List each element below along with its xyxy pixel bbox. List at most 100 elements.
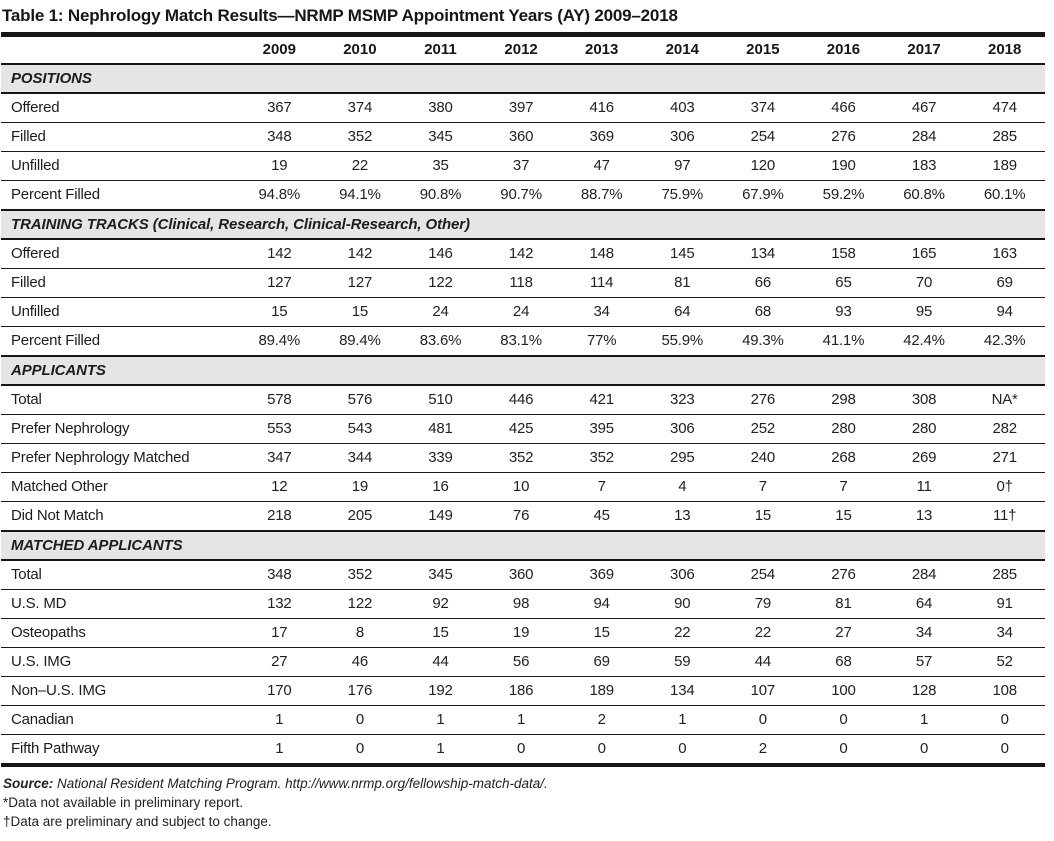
data-cell-2009: 553 — [239, 414, 320, 444]
data-cell-2018: NA* — [964, 384, 1045, 415]
data-cell-2009: 142 — [239, 238, 320, 269]
data-cell-2014: 81 — [641, 268, 723, 298]
data-cell-2014: 306 — [641, 559, 723, 590]
data-cell-2017: 60.8% — [883, 180, 965, 210]
data-cell-2011: 149 — [400, 501, 481, 531]
row-label: Percent Filled — [1, 180, 239, 210]
data-cell-2017: 467 — [883, 92, 965, 123]
data-cell-2012: 83.1% — [480, 326, 562, 356]
data-cell-2010: 89.4% — [319, 326, 401, 356]
data-cell-2014: 295 — [641, 443, 723, 473]
data-cell-2013: 352 — [561, 443, 642, 473]
table-row: Total 578 576 510 446 421 323 276 298 308 NA* — [1, 384, 1045, 415]
data-cell-2014: 97 — [641, 151, 723, 181]
data-cell-2009: 89.4% — [239, 326, 320, 356]
table-row: Unfilled 15 15 24 24 34 64 68 93 95 94 — [1, 297, 1045, 327]
data-cell-2012: 10 — [480, 472, 562, 502]
row-label: Canadian — [1, 705, 239, 735]
data-cell-2014: 59 — [641, 647, 723, 677]
data-cell-2014: 1 — [641, 705, 723, 735]
data-cell-2012: 397 — [480, 92, 562, 123]
data-cell-2016: 100 — [803, 676, 884, 706]
data-cell-2016: 268 — [803, 443, 884, 473]
data-cell-2014: 90 — [641, 589, 723, 619]
source-label: Source: — [3, 776, 54, 791]
data-cell-2010: 374 — [319, 92, 401, 123]
data-cell-2014: 22 — [641, 618, 723, 648]
data-cell-2010: 15 — [319, 297, 401, 327]
source-text: National Resident Matching Program. http… — [53, 776, 548, 791]
data-cell-2016: 466 — [803, 92, 884, 123]
data-cell-2016: 158 — [803, 238, 884, 269]
data-cell-2011: 90.8% — [400, 180, 481, 210]
data-cell-2011: 92 — [400, 589, 481, 619]
section-header-label: MATCHED APPLICANTS — [1, 530, 1045, 561]
data-cell-2012: 360 — [480, 559, 562, 590]
data-cell-2011: 24 — [400, 297, 481, 327]
data-cell-2013: 369 — [561, 559, 642, 590]
data-cell-2016: 298 — [803, 384, 884, 415]
data-cell-2016: 59.2% — [803, 180, 884, 210]
data-cell-2010: 0 — [319, 734, 401, 765]
table-row: Matched Other 12 19 16 10 7 4 7 7 11 0† — [1, 472, 1045, 502]
year-header-2013: 2013 — [561, 34, 642, 65]
year-header-2010: 2010 — [319, 34, 401, 65]
data-cell-2015: 68 — [722, 297, 804, 327]
year-header-2012: 2012 — [480, 34, 562, 65]
data-cell-2009: 348 — [239, 559, 320, 590]
data-cell-2017: 11 — [883, 472, 965, 502]
table-row: Offered 367 374 380 397 416 403 374 466 467 474 — [1, 92, 1045, 123]
data-cell-2011: 192 — [400, 676, 481, 706]
data-cell-2015: 254 — [722, 559, 804, 590]
data-cell-2011: 345 — [400, 559, 481, 590]
data-cell-2010: 142 — [319, 238, 401, 269]
data-cell-2017: 284 — [883, 122, 965, 152]
row-label: Unfilled — [1, 151, 239, 181]
data-cell-2015: 276 — [722, 384, 804, 415]
data-cell-2018: 60.1% — [964, 180, 1045, 210]
row-label: Percent Filled — [1, 326, 239, 356]
row-label: Total — [1, 384, 239, 415]
table-footer: Source: National Resident Matching Progr… — [1, 767, 1045, 831]
row-label: Filled — [1, 122, 239, 152]
data-cell-2011: 122 — [400, 268, 481, 298]
table-row: Percent Filled 94.8% 94.1% 90.8% 90.7% 88.7% 7… — [1, 180, 1045, 210]
data-cell-2018: 11† — [964, 501, 1045, 531]
row-label: Total — [1, 559, 239, 590]
corner-cell — [1, 34, 239, 65]
section-header-row: APPLICANTS — [1, 355, 1045, 386]
data-cell-2009: 170 — [239, 676, 320, 706]
data-cell-2010: 46 — [319, 647, 401, 677]
data-cell-2018: 189 — [964, 151, 1045, 181]
data-cell-2012: 90.7% — [480, 180, 562, 210]
data-cell-2013: 421 — [561, 384, 642, 415]
row-label: Did Not Match — [1, 501, 239, 531]
data-cell-2015: 107 — [722, 676, 804, 706]
data-cell-2012: 425 — [480, 414, 562, 444]
row-label: Fifth Pathway — [1, 734, 239, 765]
data-cell-2016: 7 — [803, 472, 884, 502]
row-label: Matched Other — [1, 472, 239, 502]
data-cell-2017: 308 — [883, 384, 965, 415]
section-header-label: APPLICANTS — [1, 355, 1045, 386]
data-cell-2015: 240 — [722, 443, 804, 473]
year-header-2011: 2011 — [400, 34, 481, 65]
data-cell-2009: 218 — [239, 501, 320, 531]
data-cell-2017: 57 — [883, 647, 965, 677]
data-cell-2016: 15 — [803, 501, 884, 531]
table-row: Filled 127 127 122 118 114 81 66 65 70 69 — [1, 268, 1045, 298]
footnote-dagger: †Data are preliminary and subject to cha… — [3, 814, 272, 829]
data-cell-2018: 163 — [964, 238, 1045, 269]
data-cell-2016: 65 — [803, 268, 884, 298]
data-cell-2016: 276 — [803, 559, 884, 590]
data-cell-2014: 306 — [641, 122, 723, 152]
data-cell-2013: 416 — [561, 92, 642, 123]
data-cell-2014: 64 — [641, 297, 723, 327]
data-cell-2013: 45 — [561, 501, 642, 531]
row-label: Prefer Nephrology Matched — [1, 443, 239, 473]
data-cell-2011: 35 — [400, 151, 481, 181]
data-cell-2011: 16 — [400, 472, 481, 502]
data-cell-2014: 134 — [641, 676, 723, 706]
data-cell-2009: 12 — [239, 472, 320, 502]
